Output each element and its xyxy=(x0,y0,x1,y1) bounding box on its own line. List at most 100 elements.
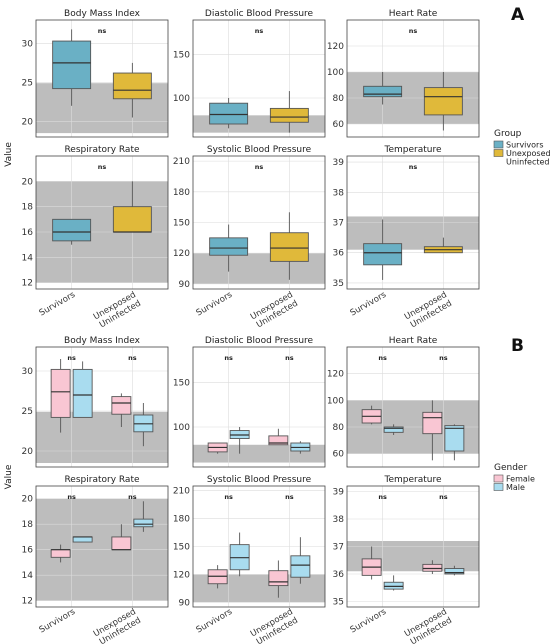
box-female xyxy=(111,393,132,427)
y-tick-label: 60 xyxy=(333,450,345,460)
legend-label: Male xyxy=(506,483,525,492)
y-tick-label: 90 xyxy=(179,280,191,290)
y-tick-label: 120 xyxy=(173,249,190,259)
y-tick-label: 25 xyxy=(22,407,33,417)
box-survivors xyxy=(363,219,403,280)
subplot-heart-rate: Heart Rate 60 80 100 120 ns xyxy=(327,9,480,138)
box-survivors xyxy=(52,29,92,106)
box-female xyxy=(422,400,443,461)
y-tick-label: 80 xyxy=(333,94,345,104)
subplot-frame xyxy=(346,346,480,468)
box-iqr xyxy=(72,536,93,543)
box-iqr xyxy=(268,435,289,446)
y-tick-label: 20 xyxy=(22,177,34,187)
box-iqr xyxy=(112,72,152,100)
y-tick-label: 30 xyxy=(22,39,34,49)
significance-label: ns xyxy=(128,354,137,362)
x-tick-label: Survivors xyxy=(195,607,235,636)
box-iqr xyxy=(52,40,92,90)
box-iqr xyxy=(423,87,463,116)
box-iqr xyxy=(444,425,465,452)
y-tick-label: 12 xyxy=(22,279,33,289)
subplot-frame xyxy=(35,19,169,138)
x-tick-line: Survivors xyxy=(38,290,78,319)
y-tick-label: 150 xyxy=(173,543,190,553)
box-unexposed-uninfected xyxy=(423,237,463,254)
significance-label: ns xyxy=(98,27,107,35)
significance-label: ns xyxy=(67,354,76,362)
legend-label-line: Survivors xyxy=(506,141,543,150)
subplot-body-mass-index: Body Mass Index 20 25 30 ns xyxy=(22,9,169,138)
box-unexposed-uninfected xyxy=(423,72,463,131)
x-tick-label: Survivors xyxy=(349,607,389,636)
box-female xyxy=(268,560,289,598)
box-male xyxy=(72,361,93,418)
box-male xyxy=(229,427,250,454)
y-tick-label: 150 xyxy=(173,219,190,229)
y-tick-label: 30 xyxy=(22,367,34,377)
y-tick-label: 180 xyxy=(173,515,190,525)
y-tick-label: 120 xyxy=(173,570,190,580)
box-unexposed-uninfected xyxy=(112,62,152,118)
subplot-title: Body Mass Index xyxy=(64,336,141,346)
y-tick-label: 38 xyxy=(333,515,345,525)
subplot-frame xyxy=(346,485,480,608)
legend-label: Female xyxy=(506,475,535,484)
box-iqr xyxy=(112,206,152,233)
y-tick-label: 18 xyxy=(22,520,34,530)
x-tick-line: Survivors xyxy=(195,290,235,319)
y-tick-label: 25 xyxy=(22,78,33,88)
box-female xyxy=(268,428,289,446)
box-iqr xyxy=(363,85,403,98)
box-iqr xyxy=(444,568,465,575)
box-iqr xyxy=(133,518,154,528)
box-female xyxy=(361,546,382,580)
subplot-title: Temperature xyxy=(383,475,441,485)
y-tick-label: 100 xyxy=(327,68,344,78)
subplot-frame xyxy=(35,346,169,468)
box-iqr xyxy=(111,536,132,551)
legend-label: Unexposed Uninfected xyxy=(506,149,550,167)
legend-label-line: Female xyxy=(506,475,535,484)
y-tick-label: 60 xyxy=(333,120,345,130)
box-unexposed-uninfected xyxy=(112,181,152,233)
subplot-title: Body Mass Index xyxy=(64,9,141,19)
box-male xyxy=(290,537,311,584)
box-iqr xyxy=(209,237,249,256)
x-tick-label: Survivors xyxy=(38,607,78,636)
y-tick-label: 20 xyxy=(22,117,34,127)
x-tick-line: Survivors xyxy=(195,607,235,636)
subplot-heart-rate: Heart Rate 60 80 100 120 ns ns xyxy=(327,336,480,468)
y-tick-label: 39 xyxy=(333,158,345,168)
significance-label: ns xyxy=(224,493,233,501)
y-tick-label: 150 xyxy=(173,379,190,389)
y-tick-label: 20 xyxy=(22,495,34,505)
legend-swatch xyxy=(493,474,504,483)
significance-label: ns xyxy=(224,354,233,362)
y-axis-label: Value xyxy=(4,464,14,489)
x-tick-label: UnexposedUninfected xyxy=(92,290,143,331)
x-tick-label: Survivors xyxy=(38,290,78,319)
box-female xyxy=(50,544,71,563)
box-survivors xyxy=(209,98,249,129)
subplot-title: Heart Rate xyxy=(389,9,438,19)
box-iqr xyxy=(209,102,249,125)
subplot-title: Respiratory Rate xyxy=(64,145,140,155)
significance-label: ns xyxy=(67,493,76,501)
subplot-title: Heart Rate xyxy=(389,336,438,346)
x-tick-line: Survivors xyxy=(349,607,389,636)
y-tick-label: 100 xyxy=(173,423,190,433)
x-tick-label: UnexposedUninfected xyxy=(92,607,143,644)
y-tick-label: 35 xyxy=(333,598,344,608)
box-male xyxy=(383,424,404,435)
box-iqr xyxy=(290,555,311,578)
box-iqr xyxy=(268,570,289,587)
y-tick-label: 80 xyxy=(333,423,345,433)
y-tick-label: 100 xyxy=(173,94,190,104)
box-female xyxy=(422,560,443,574)
subplot-frame xyxy=(35,155,169,290)
box-unexposed-uninfected xyxy=(269,212,309,280)
box-iqr xyxy=(111,396,132,415)
